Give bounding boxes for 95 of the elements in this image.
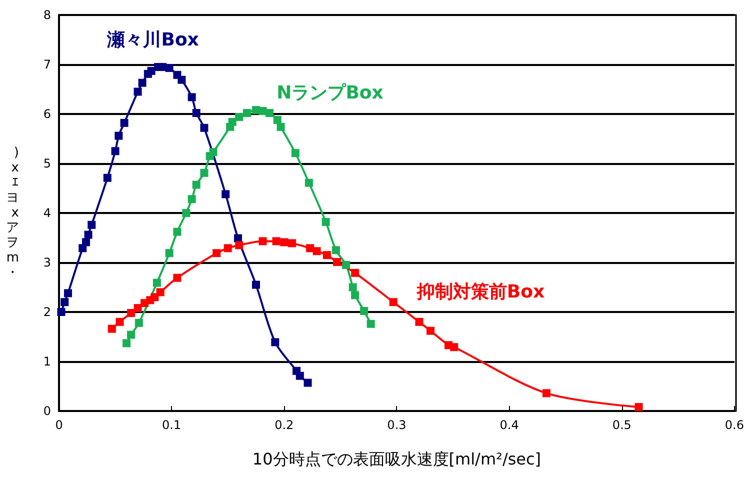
point: [111, 147, 120, 156]
point: [291, 149, 300, 158]
point: [235, 112, 244, 121]
point: [88, 220, 96, 229]
point: [60, 298, 69, 306]
point: [188, 195, 196, 204]
y-tick-label: 8: [43, 8, 51, 22]
point: [351, 268, 360, 277]
point: [200, 124, 208, 132]
x-tick-label: 0.3: [387, 418, 406, 432]
x-tick-label: 0.4: [500, 418, 519, 432]
point: [271, 338, 280, 346]
series-label: 抑制対策前Box: [416, 282, 545, 303]
point: [150, 293, 159, 302]
x-tick-label: 0.6: [724, 418, 744, 432]
y-tick-label: 6: [43, 107, 51, 121]
x-tick-label: 0: [55, 418, 63, 432]
point: [84, 230, 92, 239]
point: [288, 239, 296, 248]
point: [192, 180, 200, 189]
point: [351, 291, 360, 300]
y-tick-label: 1: [43, 354, 51, 368]
point: [272, 237, 280, 246]
point: [209, 148, 218, 156]
point: [228, 118, 236, 126]
point: [120, 118, 128, 127]
point: [122, 339, 131, 348]
point: [127, 308, 136, 317]
y-tick-label: 0: [43, 404, 51, 418]
point: [82, 238, 90, 246]
point: [156, 288, 164, 296]
point: [192, 109, 200, 118]
point: [360, 307, 368, 316]
point: [147, 66, 156, 75]
point: [243, 109, 252, 118]
point: [235, 241, 244, 250]
text: )xｴヨxアヲm・: [6, 146, 19, 280]
point: [116, 318, 124, 326]
point: [108, 324, 116, 333]
point: [276, 122, 285, 131]
point: [333, 258, 342, 266]
point: [273, 116, 282, 124]
point: [103, 174, 112, 182]
point: [322, 218, 330, 226]
x-tick-label: 0.1: [162, 418, 182, 432]
point: [182, 209, 190, 217]
point: [322, 251, 331, 260]
y-tick-label: 2: [43, 305, 51, 319]
point: [165, 249, 174, 258]
point: [296, 372, 304, 380]
x-tick-label: 0.5: [612, 418, 632, 432]
point: [134, 88, 142, 96]
point: [304, 178, 313, 187]
point: [258, 237, 267, 246]
point: [266, 109, 274, 118]
point: [224, 244, 232, 252]
y-tick-label: 5: [43, 156, 51, 170]
point: [212, 249, 221, 258]
point: [127, 330, 136, 339]
point: [188, 93, 196, 102]
point: [306, 244, 314, 252]
point: [634, 403, 643, 412]
point: [389, 298, 398, 306]
x-axis-title: 10分時点での表面吸水速度[ml/m²/sec]: [252, 450, 542, 468]
point: [64, 289, 72, 298]
y-tick-label: 3: [43, 256, 51, 270]
x-tick-label: 0.2: [274, 418, 294, 432]
point: [165, 64, 174, 72]
point: [542, 389, 550, 398]
point: [415, 318, 424, 326]
point: [152, 278, 161, 287]
series-label: NランプBox: [276, 82, 384, 104]
point: [138, 78, 146, 87]
point: [200, 168, 208, 177]
point: [280, 238, 288, 246]
point: [304, 378, 312, 387]
point: [57, 308, 66, 316]
point: [252, 280, 260, 289]
point: [348, 283, 357, 292]
point: [114, 132, 123, 140]
point: [312, 247, 321, 256]
point: [332, 246, 340, 254]
point: [426, 326, 434, 335]
point: [173, 274, 182, 282]
y-tick-label: 7: [43, 58, 51, 72]
point: [178, 76, 186, 84]
point: [173, 228, 182, 236]
point: [342, 260, 350, 269]
series-label: 瀬々川Box: [106, 29, 200, 50]
point: [134, 318, 143, 327]
point: [134, 304, 142, 312]
point: [222, 190, 230, 198]
y-tick-label: 4: [43, 206, 51, 220]
point: [450, 343, 458, 352]
point: [366, 320, 375, 328]
